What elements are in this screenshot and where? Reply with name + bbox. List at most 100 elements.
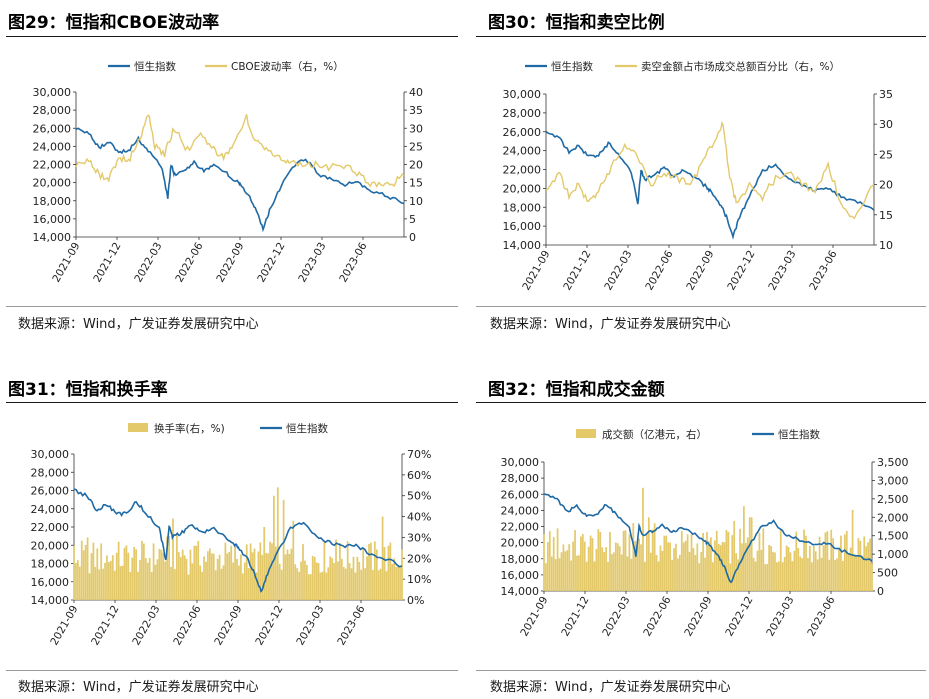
bar-mark [675,543,677,591]
bar-mark [75,563,77,600]
bar-mark [160,549,163,600]
bar-mark [170,566,172,600]
bar-mark [774,552,776,591]
left-tick-label: 26,000 [503,126,542,139]
bar-mark [671,559,673,591]
bar-mark [816,559,819,591]
right-tick-label: 25 [409,140,423,153]
bar-mark [111,555,114,600]
bar-mark [822,545,825,591]
x-tick-label: 2022-06 [173,240,205,284]
bar-mark [387,545,390,600]
bar-mark [711,562,714,591]
bar-mark [269,541,271,600]
bar-mark [653,523,656,591]
x-tick-label: 2021-09 [518,595,550,639]
bar-mark [172,518,174,600]
bar-mark [548,531,551,591]
bar-mark [655,554,658,591]
bar-mark [842,560,844,591]
bar-mark [657,561,660,591]
bar-mark [624,530,627,591]
x-tick-label: 2022-06 [641,594,673,638]
bar-mark [214,570,217,600]
bar-mark [377,570,380,600]
legend-swatch [576,429,596,438]
bar-mark [88,573,91,600]
bar-mark [772,551,774,591]
bar-mark [750,517,753,591]
x-tick-label: 2023-03 [296,241,328,285]
bar-mark [84,544,87,600]
bar-mark [92,542,95,600]
bar-mark [576,555,578,591]
bar-mark [869,538,871,591]
bar-mark [273,495,275,600]
x-tick-label: 2021-12 [89,604,121,648]
left-tick-label: 14,000 [501,585,540,598]
bar-mark [744,542,747,591]
bar-mark [96,548,99,600]
bar-mark [692,548,695,591]
bar-mark [370,542,372,600]
bar-mark [628,534,631,591]
bar-mark [776,562,778,591]
source-note: 数据来源：Wind，广发证券发展研究中心 [18,680,259,695]
bar-mark [373,541,376,600]
chart-canvas: 30,000 28,000 26,000 24,000 22,000 20,000 18,0… [33,60,424,285]
x-tick-label: 2022-03 [602,249,634,293]
bar-mark [758,532,761,591]
bar-mark [618,546,621,591]
bar-mark [205,561,207,600]
bar-mark [94,566,97,600]
bar-mark [80,540,83,600]
left-tick-label: 14,000 [503,239,542,252]
bar-mark [766,564,769,591]
x-tick-label: 2022-03 [600,595,632,639]
bar-mark [756,550,759,591]
bar-mark [814,551,817,591]
left-tick-label: 30,000 [501,456,540,469]
bar-mark [743,506,745,591]
left-tick-label: 30,000 [31,448,70,461]
bar-mark [177,552,180,600]
left-tick-label: 16,000 [31,576,70,589]
left-tick-label: 28,000 [33,104,72,117]
bar-mark [708,541,710,591]
bar-mark [311,555,314,600]
title-rule [476,402,926,403]
bar-mark [607,561,609,591]
bar-mark [199,565,202,600]
bar-mark [677,558,679,591]
bar-mark [350,568,353,600]
legend-label: 成交额（亿港元，右） [602,428,707,441]
bar-mark [399,566,401,600]
bar-mark [564,551,567,591]
bar-mark [739,528,741,591]
bar-mark [234,545,236,600]
x-tick-label: 2022-09 [684,249,716,293]
bar-mark [137,571,139,600]
bar-mark [599,532,602,591]
x-tick-label: 2023-03 [764,595,796,639]
bar-mark [329,556,332,600]
right-tick-label: 0 [877,585,884,598]
bar-mark [550,556,553,591]
bar-mark [807,557,809,591]
bar-mark [123,547,126,600]
bar-mark [278,563,281,600]
bar-mark [183,555,186,600]
bar-mark [696,543,699,591]
bar-mark [100,543,103,600]
bar-mark [834,560,836,591]
bar-mark [647,517,650,591]
right-tick-label: 20% [407,552,431,565]
bar-mark [783,556,786,591]
bar-mark [191,563,194,600]
bar-mark [543,534,545,591]
left-tick-label: 16,000 [33,213,72,226]
legend-label: 卖空金额占市场成交总额百分比（右，%） [641,60,840,73]
series-line [545,120,875,220]
bar-mark [193,545,196,600]
bar-mark [323,541,326,600]
